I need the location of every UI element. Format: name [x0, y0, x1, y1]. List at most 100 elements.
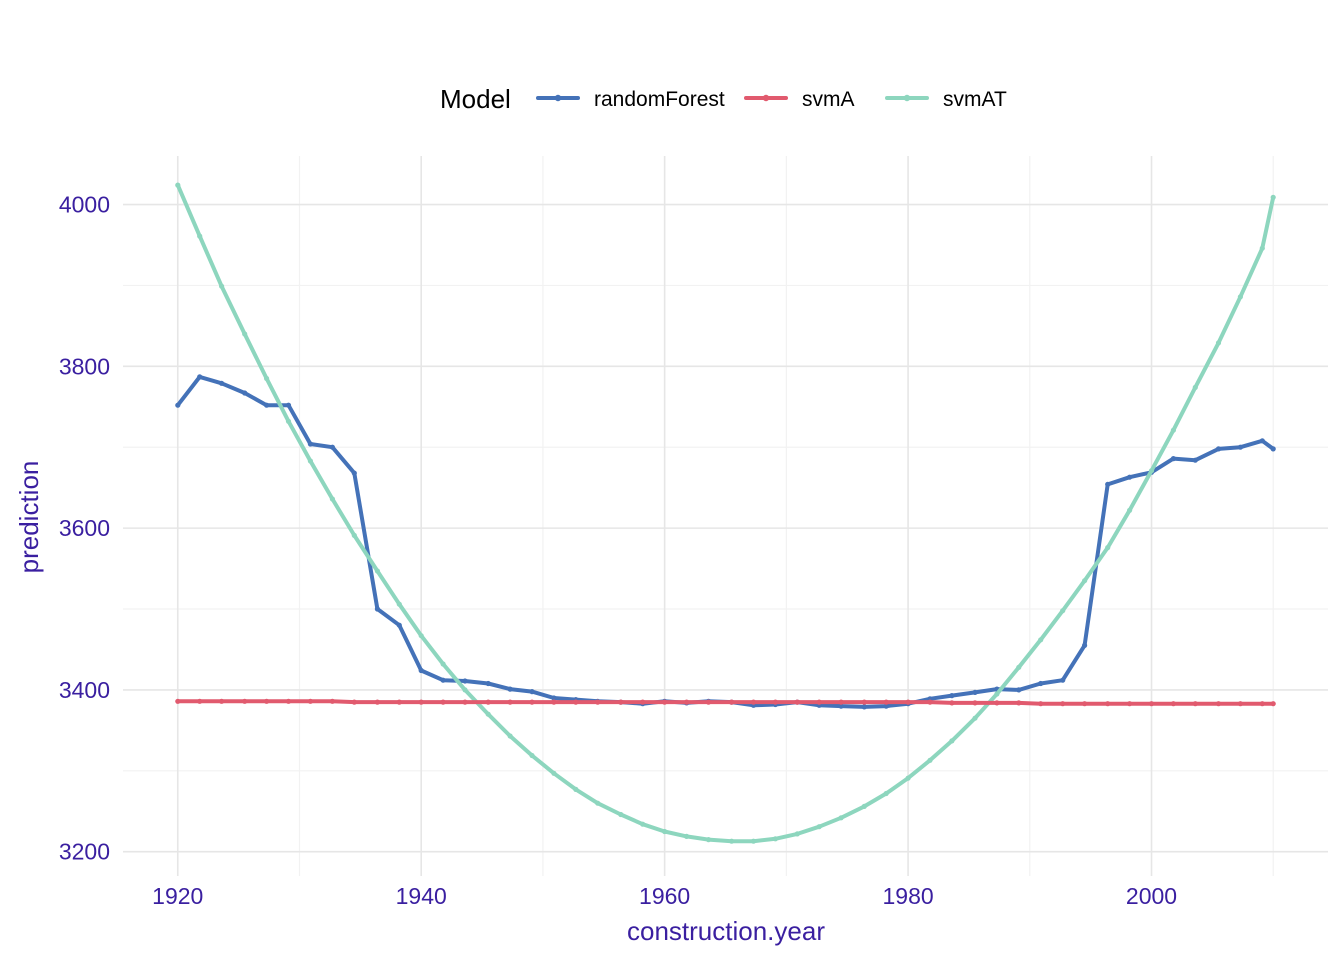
data-point-randomForest: [1038, 680, 1044, 687]
data-point-randomForest: [1082, 642, 1088, 649]
data-point-svmA: [684, 699, 690, 705]
data-point-svmAT: [551, 770, 557, 776]
data-point-svmA: [1215, 701, 1222, 707]
data-point-svmA: [1170, 701, 1176, 707]
data-point-svmAT: [1082, 578, 1088, 584]
data-point-svmAT: [197, 233, 203, 239]
data-point-svmAT: [1170, 427, 1176, 433]
data-point-svmA: [816, 699, 822, 705]
legend-items: randomForest svmA svmAT: [536, 88, 1007, 111]
data-point-svmAT: [351, 532, 357, 539]
data-point-svmAT: [949, 738, 955, 744]
data-point-svmA: [529, 699, 535, 705]
series-line-svmAT: [175, 183, 1276, 844]
data-point-svmA: [994, 700, 1000, 706]
data-point-svmAT: [374, 568, 380, 574]
data-point-randomForest: [551, 695, 557, 701]
data-point-svmAT: [219, 283, 225, 289]
data-point-svmA: [905, 699, 911, 705]
data-point-svmAT: [462, 687, 468, 693]
data-point-randomForest: [374, 606, 380, 612]
data-point-svmAT: [640, 821, 646, 827]
data-point-svmAT: [905, 775, 911, 781]
data-point-svmA: [1270, 701, 1276, 707]
legend-label: svmAT: [943, 88, 1007, 111]
data-point-svmAT: [794, 831, 800, 837]
data-point-svmA: [705, 699, 712, 705]
data-point-svmA: [462, 699, 468, 705]
x-axis-tick-labels: 1920 1940 1960 1980 2000: [152, 883, 1177, 909]
data-point-svmA: [418, 699, 424, 705]
data-point-svmA: [972, 700, 978, 706]
data-point-svmA: [307, 698, 313, 704]
data-point-svmAT: [1016, 664, 1022, 670]
data-point-svmA: [1016, 700, 1022, 706]
data-point-svmA: [640, 699, 646, 705]
data-point-svmA: [662, 699, 668, 705]
data-point-svmAT: [1192, 384, 1198, 390]
data-point-svmA: [507, 699, 513, 705]
data-point-svmAT: [285, 418, 292, 424]
y-tick-label: 3400: [59, 677, 110, 703]
legend: Model randomForest svmA svmAT: [440, 84, 1007, 114]
data-point-randomForest: [1127, 474, 1133, 480]
x-tick-label: 2000: [1126, 883, 1177, 909]
data-point-svmA: [1127, 701, 1133, 707]
legend-item-randomForest: randomForest: [536, 88, 725, 111]
data-point-svmAT: [927, 757, 933, 763]
data-point-svmAT: [1259, 245, 1265, 251]
x-tick-label: 1980: [882, 883, 933, 909]
data-point-randomForest: [242, 390, 248, 396]
data-point-svmAT: [838, 815, 844, 821]
data-point-svmA: [1148, 701, 1155, 707]
data-point-randomForest: [396, 622, 402, 628]
data-point-svmAT: [1038, 637, 1044, 643]
legend-label: randomForest: [594, 88, 725, 111]
data-point-randomForest: [219, 380, 225, 386]
data-point-randomForest: [1237, 444, 1243, 450]
data-point-svmAT: [175, 182, 181, 188]
data-point-svmA: [485, 699, 491, 705]
data-point-svmA: [573, 699, 579, 705]
data-point-svmA: [440, 699, 446, 705]
data-point-svmA: [1105, 701, 1111, 707]
data-point-randomForest: [175, 402, 181, 408]
data-point-svmA: [242, 698, 248, 704]
data-point-svmA: [264, 698, 270, 704]
data-point-svmA: [1259, 701, 1265, 707]
data-point-randomForest: [1192, 457, 1198, 463]
data-point-svmAT: [705, 837, 712, 843]
data-point-svmAT: [418, 633, 424, 639]
data-point-randomForest: [529, 689, 535, 695]
data-point-svmAT: [1105, 545, 1111, 551]
data-point-svmA: [1060, 701, 1066, 707]
data-point-svmAT: [972, 715, 978, 721]
data-point-svmA: [219, 698, 225, 704]
data-point-svmAT: [1270, 194, 1276, 200]
data-point-randomForest: [972, 689, 978, 696]
minor-gridlines: [123, 156, 1328, 876]
x-tick-label: 1920: [152, 883, 203, 909]
x-axis-title: construction.year: [627, 916, 825, 946]
data-point-randomForest: [462, 678, 468, 684]
x-tick-label: 1960: [639, 883, 690, 909]
data-point-svmAT: [861, 803, 867, 810]
y-axis-title: prediction: [14, 461, 44, 574]
data-point-svmAT: [485, 711, 491, 717]
data-point-svmAT: [396, 601, 402, 607]
data-point-svmA: [794, 699, 800, 705]
data-point-randomForest: [838, 703, 844, 709]
data-point-svmAT: [816, 824, 822, 830]
data-point-svmAT: [264, 375, 270, 382]
data-point-randomForest: [1259, 438, 1265, 444]
data-point-randomForest: [1270, 446, 1276, 452]
data-point-svmA: [1237, 701, 1243, 707]
legend-item-svmA: svmA: [744, 88, 855, 111]
data-point-svmAT: [618, 811, 624, 818]
data-point-svmAT: [1237, 294, 1243, 300]
data-point-svmA: [396, 699, 402, 705]
data-point-svmA: [949, 700, 955, 706]
data-point-svmA: [551, 699, 557, 705]
data-point-svmAT: [662, 828, 668, 835]
